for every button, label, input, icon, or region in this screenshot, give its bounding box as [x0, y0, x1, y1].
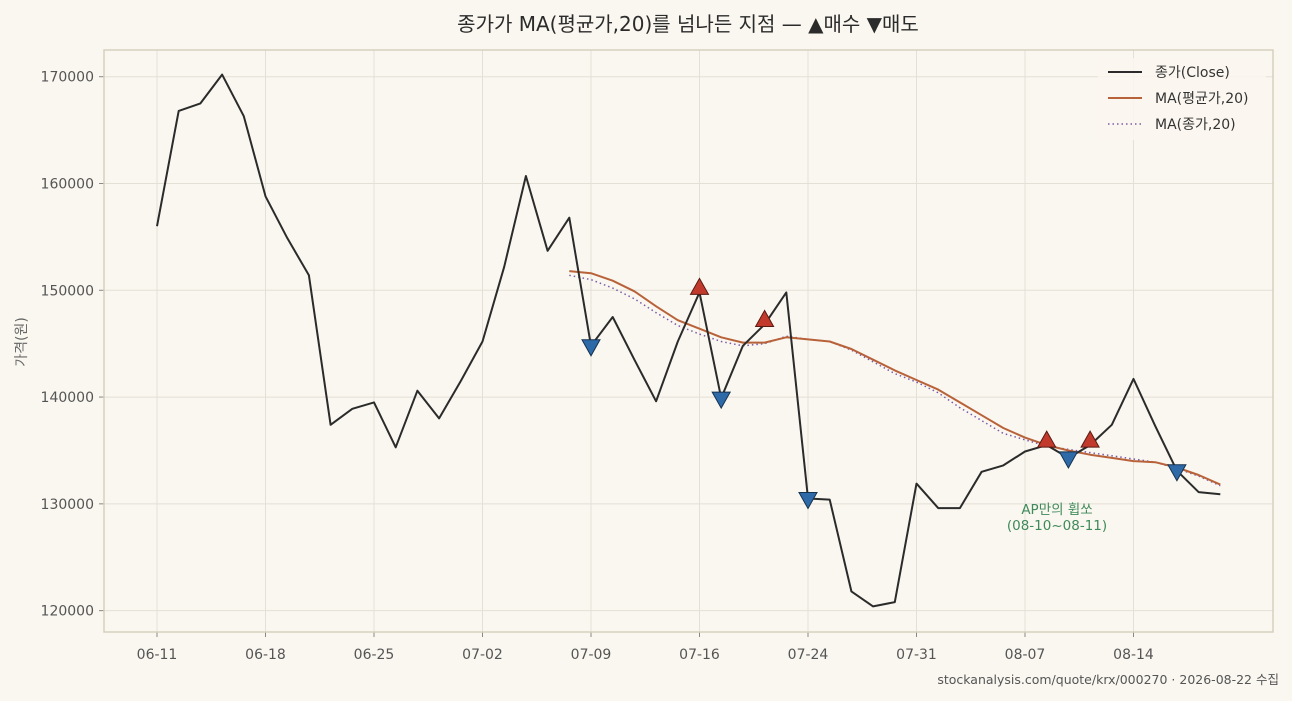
- sell-marker: [1167, 464, 1187, 482]
- legend-label-ma-close: MA(종가,20): [1155, 117, 1236, 133]
- sell-marker: [711, 391, 732, 410]
- legend: 종가(Close) MA(평균가,20) MA(종가,20): [1098, 58, 1266, 140]
- annotation-line-1: AP만의 휩쏘: [1021, 502, 1092, 518]
- x-tick-label: 07-31: [896, 647, 937, 663]
- legend-label-ma-avg: MA(평균가,20): [1155, 91, 1249, 107]
- y-tick-label: 160000: [41, 176, 94, 192]
- buy-marker: [1036, 430, 1057, 448]
- plot-frame: [103, 49, 1274, 633]
- x-tick-label: 08-07: [1005, 647, 1046, 663]
- sell-marker: [581, 339, 601, 357]
- buy-marker: [1080, 430, 1100, 448]
- source-note: stockanalysis.com/quote/krx/000270 · 202…: [937, 672, 1279, 687]
- buy-marker: [754, 309, 775, 327]
- x-tick-label: 07-02: [462, 647, 503, 663]
- y-tick-label: 150000: [41, 283, 94, 299]
- sell-marker: [798, 492, 818, 510]
- y-tick-label: 170000: [41, 70, 94, 86]
- y-tick-label: 130000: [41, 497, 94, 513]
- x-tick-label: 06-25: [354, 647, 395, 663]
- x-tick-label: 07-24: [788, 647, 829, 663]
- annotation-line-2: (08-10~08-11): [1007, 518, 1107, 534]
- series-ma-avg-line: [569, 270, 1221, 486]
- plot-area: [104, 50, 1273, 632]
- y-tick-label: 120000: [41, 604, 94, 620]
- legend-label-close: 종가(Close): [1155, 65, 1230, 81]
- buy-marker: [689, 277, 710, 295]
- x-tick-label: 07-09: [571, 647, 612, 663]
- y-axis-label: 가격(원): [14, 317, 30, 367]
- chart-title: 종가가 MA(평균가,20)를 넘나든 지점 — ▲매수 ▼매도: [457, 12, 919, 36]
- y-tick-label: 140000: [41, 390, 94, 406]
- x-tick-label: 06-11: [137, 647, 178, 663]
- x-tick-label: 07-16: [679, 647, 720, 663]
- x-tick-label: 06-18: [245, 647, 286, 663]
- x-tick-label: 08-14: [1113, 647, 1154, 663]
- series-ma-close-line: [569, 274, 1221, 487]
- sell-marker: [1058, 451, 1079, 469]
